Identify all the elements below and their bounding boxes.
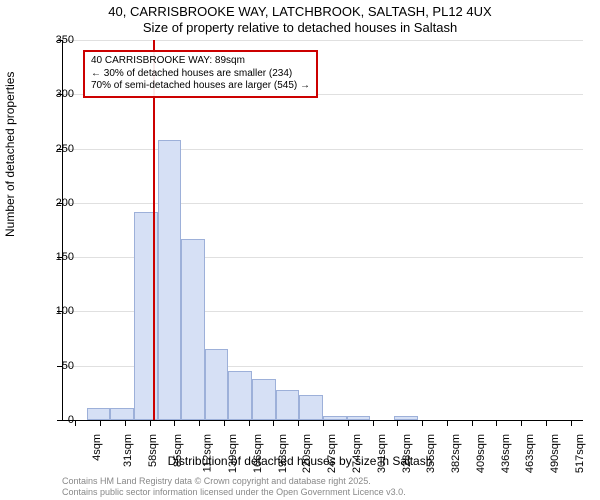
x-tick bbox=[100, 420, 101, 426]
histogram-bar bbox=[110, 408, 134, 420]
x-tick bbox=[75, 420, 76, 426]
footer-copyright-1: Contains HM Land Registry data © Crown c… bbox=[62, 476, 371, 486]
x-tick bbox=[348, 420, 349, 426]
x-tick bbox=[373, 420, 374, 426]
x-tick bbox=[273, 420, 274, 426]
y-tick-label: 100 bbox=[44, 305, 74, 317]
x-tick-label: 490sqm bbox=[549, 434, 561, 473]
x-tick-label: 139sqm bbox=[227, 434, 239, 473]
annotation-line: 40 CARRISBROOKE WAY: 89sqm bbox=[91, 55, 310, 68]
x-tick bbox=[546, 420, 547, 426]
x-tick bbox=[249, 420, 250, 426]
x-tick bbox=[150, 420, 151, 426]
gridline bbox=[63, 149, 583, 150]
histogram-bar bbox=[276, 390, 300, 420]
x-tick bbox=[199, 420, 200, 426]
y-tick-label: 50 bbox=[44, 360, 74, 372]
x-tick bbox=[298, 420, 299, 426]
x-tick bbox=[447, 420, 448, 426]
x-tick bbox=[472, 420, 473, 426]
x-tick-label: 328sqm bbox=[401, 434, 413, 473]
chart-title-sub: Size of property relative to detached ho… bbox=[0, 20, 600, 35]
x-tick-label: 85sqm bbox=[172, 434, 184, 467]
histogram-bar bbox=[158, 140, 182, 420]
x-tick-label: 112sqm bbox=[202, 434, 214, 472]
x-tick bbox=[397, 420, 398, 426]
histogram-bar bbox=[205, 349, 229, 420]
chart-title-main: 40, CARRISBROOKE WAY, LATCHBROOK, SALTAS… bbox=[0, 4, 600, 19]
x-tick-label: 166sqm bbox=[252, 434, 264, 473]
x-tick bbox=[323, 420, 324, 426]
x-tick-label: 301sqm bbox=[376, 434, 388, 473]
histogram-bar bbox=[299, 395, 323, 420]
gridline bbox=[63, 40, 583, 41]
plot-area: 40 CARRISBROOKE WAY: 89sqm← 30% of detac… bbox=[62, 40, 583, 421]
x-tick-label: 517sqm bbox=[574, 434, 586, 473]
histogram-bar bbox=[347, 416, 371, 420]
x-tick-label: 382sqm bbox=[450, 434, 462, 473]
x-tick-label: 193sqm bbox=[277, 434, 289, 473]
x-tick-label: 274sqm bbox=[351, 434, 363, 473]
x-tick-label: 220sqm bbox=[302, 434, 314, 473]
footer-copyright-2: Contains public sector information licen… bbox=[62, 487, 406, 497]
x-tick-label: 463sqm bbox=[524, 434, 536, 473]
y-axis-label: Number of detached properties bbox=[3, 72, 17, 237]
x-tick bbox=[496, 420, 497, 426]
x-tick-label: 31sqm bbox=[122, 434, 134, 467]
histogram-bar bbox=[181, 239, 205, 420]
x-tick-label: 247sqm bbox=[326, 434, 338, 473]
histogram-bar bbox=[228, 371, 252, 420]
x-tick-label: 436sqm bbox=[500, 434, 512, 473]
histogram-bar bbox=[87, 408, 111, 420]
y-tick-label: 250 bbox=[44, 143, 74, 155]
y-tick-label: 0 bbox=[44, 414, 74, 426]
x-tick bbox=[571, 420, 572, 426]
x-tick-label: 355sqm bbox=[425, 434, 437, 473]
y-tick-label: 300 bbox=[44, 88, 74, 100]
histogram-bar bbox=[252, 379, 276, 420]
gridline bbox=[63, 203, 583, 204]
chart-container: 40, CARRISBROOKE WAY, LATCHBROOK, SALTAS… bbox=[0, 0, 600, 500]
annotation-box: 40 CARRISBROOKE WAY: 89sqm← 30% of detac… bbox=[83, 50, 318, 98]
x-tick-label: 58sqm bbox=[147, 434, 159, 467]
x-tick bbox=[521, 420, 522, 426]
x-tick-label: 409sqm bbox=[475, 434, 487, 473]
histogram-bar bbox=[323, 416, 347, 420]
y-tick-label: 350 bbox=[44, 34, 74, 46]
x-tick-label: 4sqm bbox=[91, 434, 103, 461]
y-tick-label: 150 bbox=[44, 251, 74, 263]
x-tick bbox=[422, 420, 423, 426]
annotation-line: ← 30% of detached houses are smaller (23… bbox=[91, 68, 310, 81]
x-tick bbox=[174, 420, 175, 426]
y-tick-label: 200 bbox=[44, 197, 74, 209]
x-tick bbox=[224, 420, 225, 426]
annotation-line: 70% of semi-detached houses are larger (… bbox=[91, 80, 310, 93]
x-tick bbox=[125, 420, 126, 426]
